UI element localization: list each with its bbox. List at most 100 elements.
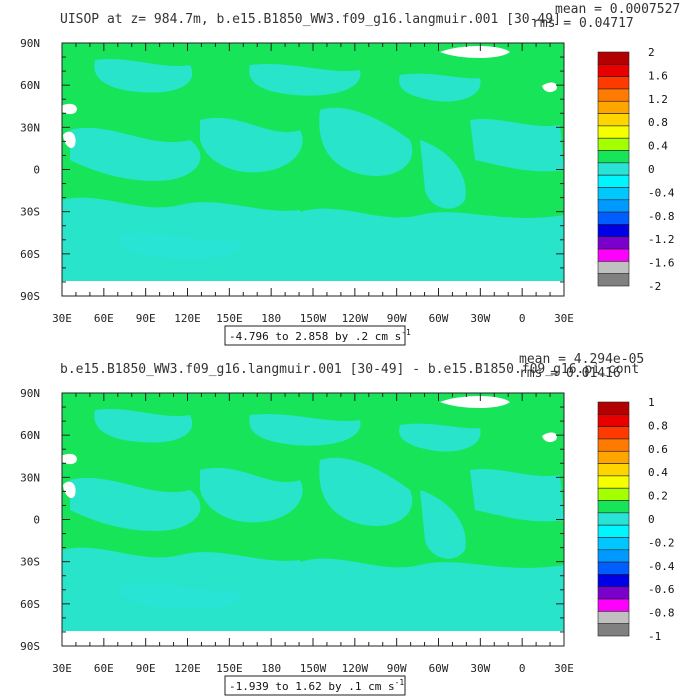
- colorbar-label: -1.6: [648, 257, 675, 270]
- light-cyan-patch: [300, 558, 564, 631]
- longitude-labels: 30E 60E 90E 120E 150E 180 150W 120W 90W 60W 30W 0 30…: [52, 312, 574, 325]
- light-cyan-patch: [399, 423, 481, 452]
- lat-tick-label: 0: [33, 514, 40, 527]
- lat-tick-label: 60S: [20, 248, 40, 261]
- light-cyan-patch: [70, 477, 201, 531]
- lon-tick-label: 0: [519, 662, 526, 675]
- colorbar-label: 0.4: [648, 140, 668, 153]
- light-cyan-patch: [319, 107, 413, 176]
- lon-tick-label: 90W: [387, 312, 407, 325]
- land-hole: [57, 453, 77, 465]
- colorbar-swatch: [597, 51, 630, 65]
- lat-tick-label: 90N: [20, 37, 40, 50]
- lat-tick-label: 30S: [20, 556, 40, 569]
- axis-ticks: [61, 42, 565, 297]
- range-label: -4.796 to 2.858 by .2 cm s-1: [229, 328, 411, 343]
- land-hole: [63, 131, 76, 149]
- colorbar-swatch: [597, 137, 630, 151]
- colorbar-swatch: [597, 273, 630, 287]
- lon-tick-label: 90E: [136, 662, 156, 675]
- lon-tick-label: 120E: [174, 312, 201, 325]
- colorbar-swatch: [597, 248, 630, 262]
- lon-tick-label: 150W: [300, 662, 327, 675]
- colorbar-swatch: [597, 174, 630, 188]
- colorbar-swatch: [597, 88, 630, 102]
- colorbar-swatch: [597, 113, 630, 127]
- colorbar-swatch: [597, 187, 630, 201]
- colorbar-swatch: [597, 64, 630, 77]
- lon-tick-label: 0: [519, 312, 526, 325]
- land-hole: [542, 82, 557, 93]
- stat-mean: mean = 0.0007527: [555, 2, 680, 17]
- lon-tick-label: 60E: [94, 662, 114, 675]
- colorbar-swatch: [597, 524, 630, 538]
- colorbar-swatch: [597, 224, 630, 238]
- lon-tick-label: 30E: [52, 312, 72, 325]
- colorbar-swatch: [597, 76, 630, 90]
- colorbar-swatch: [597, 598, 630, 612]
- light-cyan-patch: [200, 117, 303, 173]
- stat-rms: rms = 0.04717: [532, 16, 634, 31]
- lat-tick-label: 30N: [20, 471, 40, 484]
- colorbar-label: -0.8: [648, 210, 675, 223]
- colorbar-label: 0: [648, 513, 655, 526]
- latitude-labels: 90N 60N 30N 0 30S 60S 90S: [20, 37, 40, 303]
- colorbar-label: -1: [648, 630, 661, 643]
- colorbar-label: -0.2: [648, 536, 675, 549]
- lat-tick-label: 60N: [20, 79, 40, 92]
- lon-tick-label: 90E: [136, 312, 156, 325]
- colorbar-swatch: [597, 512, 630, 526]
- colorbar-swatch: [597, 261, 630, 274]
- lon-tick-label: 180: [261, 662, 281, 675]
- light-cyan-patch: [70, 127, 201, 181]
- light-cyan-patch: [470, 118, 564, 172]
- light-cyan-patch: [399, 73, 481, 102]
- colorbar-swatch: [597, 611, 630, 624]
- longitude-labels: 30E 60E 90E 120E 150E 180 150W 120W 90W 60W 30W 0 30…: [52, 662, 574, 675]
- colorbar-swatch: [597, 475, 630, 489]
- light-cyan-patch: [470, 468, 564, 522]
- lon-tick-label: 120W: [342, 662, 369, 675]
- colorbar-label: -2: [648, 280, 661, 293]
- lon-tick-label: 60W: [429, 662, 449, 675]
- lon-tick-label: 150W: [300, 312, 327, 325]
- lon-tick-label: 120W: [342, 312, 369, 325]
- lon-tick-label: 30E: [554, 312, 574, 325]
- colorbar-swatch: [597, 211, 630, 225]
- lon-tick-label: 30W: [470, 312, 490, 325]
- lon-tick-label: 120E: [174, 662, 201, 675]
- colorbar-label: -1.2: [648, 233, 675, 246]
- lon-tick-label: 90W: [387, 662, 407, 675]
- light-cyan-patch: [94, 58, 193, 93]
- colorbar-swatch: [597, 561, 630, 575]
- lon-tick-label: 60E: [94, 312, 114, 325]
- lon-tick-label: 30W: [470, 662, 490, 675]
- colorbar-swatch: [597, 162, 630, 176]
- colorbar-label: 0.6: [648, 443, 668, 456]
- lon-tick-label: 60W: [429, 312, 449, 325]
- light-cyan-patch: [119, 583, 242, 610]
- map-panel-bottom: b.e15.B1850_WW3.f09_g16.langmuir.001 [30…: [20, 352, 675, 696]
- range-box: [224, 675, 406, 696]
- panel-title: UISOP at z= 984.7m, b.e15.B1850_WW3.f09_…: [60, 12, 561, 27]
- colorbar-swatch: [597, 426, 630, 440]
- colorbar-label: -0.4: [648, 186, 675, 199]
- colorbar-swatch: [597, 549, 630, 563]
- light-cyan-patch: [249, 63, 361, 96]
- colorbar: 1 0.8 0.6 0.4 0.2 0 -0.2 -0.4 -0.6 -0.8 -1: [597, 396, 675, 643]
- lat-tick-label: 90N: [20, 387, 40, 400]
- colorbar-label: 0.8: [648, 116, 668, 129]
- light-cyan-regions: [62, 408, 564, 631]
- lon-tick-label: 150E: [216, 312, 243, 325]
- lat-tick-label: 30S: [20, 206, 40, 219]
- colorbar-label: -0.6: [648, 583, 675, 596]
- light-cyan-patch: [319, 457, 413, 526]
- stat-rms: rms = 0.01416: [519, 366, 621, 381]
- lat-tick-label: 90S: [20, 640, 40, 653]
- colorbar-label: 0.8: [648, 419, 668, 432]
- colorbar-swatch: [597, 150, 630, 164]
- land-hole: [440, 46, 510, 58]
- colorbar-label: 0.2: [648, 490, 668, 503]
- colorbar-swatch: [597, 100, 630, 114]
- light-cyan-patch: [420, 140, 466, 209]
